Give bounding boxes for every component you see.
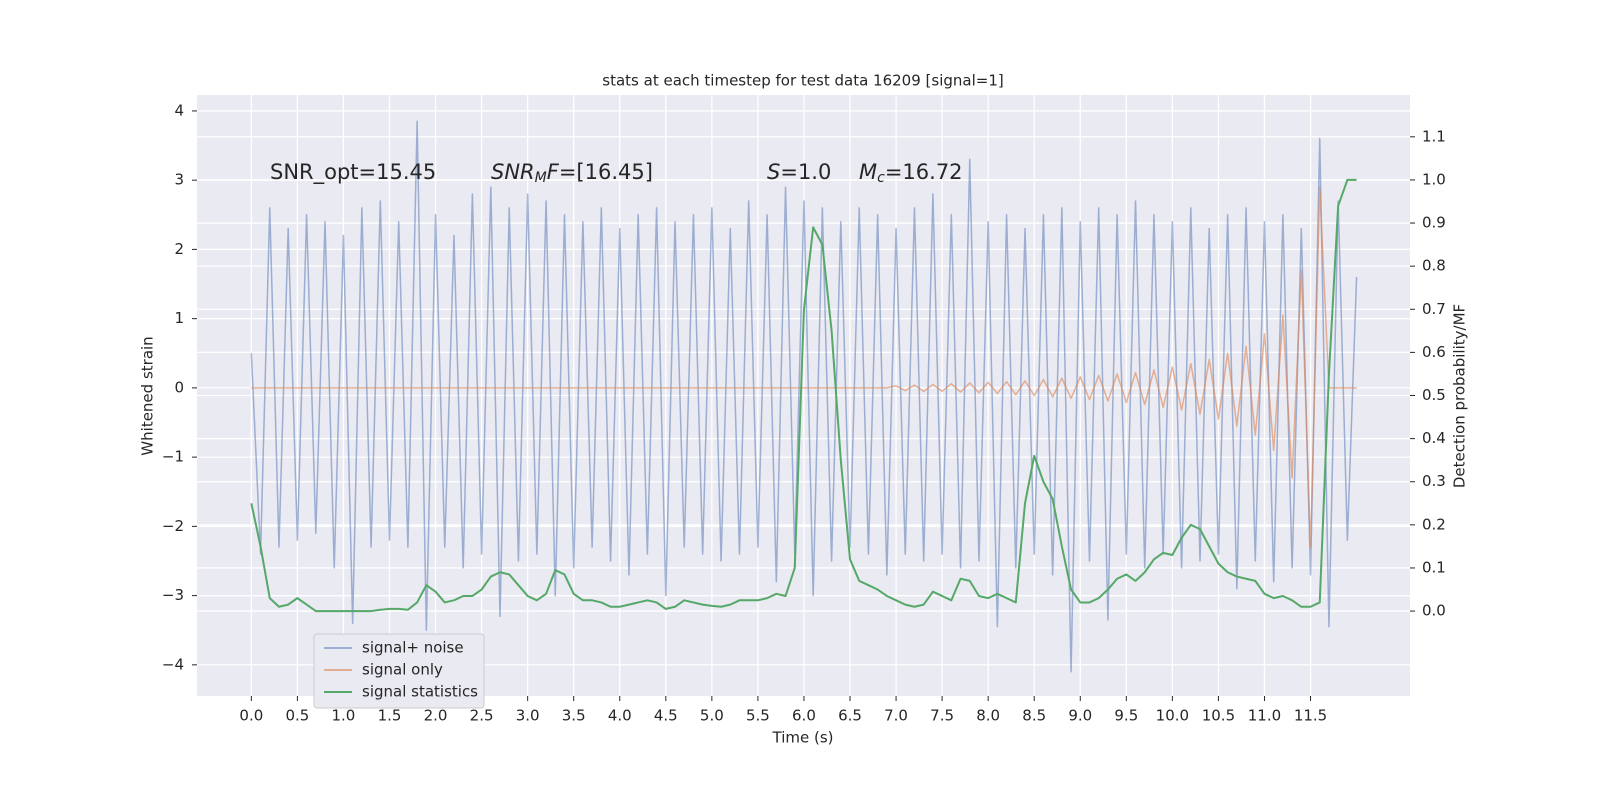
annotation-part: SNR <box>491 160 535 184</box>
y2-tick-label: 0.6 <box>1422 343 1446 361</box>
legend-label: signal only <box>362 661 443 679</box>
x-tick-label: 3.5 <box>562 707 586 725</box>
x-tick-label: 7.5 <box>930 707 954 725</box>
x-tick-label: 2.5 <box>470 707 494 725</box>
x-tick-label: 4.0 <box>608 707 632 725</box>
x-tick-label: 3.0 <box>516 707 540 725</box>
x-tick-label: 6.5 <box>838 707 862 725</box>
x-tick-label: 1.5 <box>378 707 402 725</box>
y2-tick-label: 0.7 <box>1422 300 1446 318</box>
x-tick-label: 8.5 <box>1022 707 1046 725</box>
x-tick-label: 2.0 <box>424 707 448 725</box>
y2-tick-label: 0.3 <box>1422 472 1446 490</box>
y-tick-label: 3 <box>174 171 184 189</box>
annotation-part: c <box>877 170 885 186</box>
x-tick-label: 10.0 <box>1156 707 1189 725</box>
y2-tick-label: 0.1 <box>1422 558 1446 576</box>
annotation-part: =1.0 <box>780 160 831 184</box>
annotation-part: M <box>535 170 547 186</box>
annotation-part: =[16.45] <box>559 160 653 184</box>
legend-label: signal+ noise <box>362 639 464 657</box>
x-tick-label: 4.5 <box>654 707 678 725</box>
annotation-part: =16.72 <box>885 160 963 184</box>
x-tick-label: 8.0 <box>976 707 1000 725</box>
chart-title: stats at each timestep for test data 162… <box>602 72 1003 90</box>
y-tick-label: 4 <box>174 101 184 119</box>
annotation-part: S <box>767 160 780 184</box>
x-tick-label: 6.0 <box>792 707 816 725</box>
x-tick-label: 5.5 <box>746 707 770 725</box>
legend-box <box>313 633 485 709</box>
x-tick-label: 10.5 <box>1202 707 1235 725</box>
series-line <box>251 186 1357 548</box>
annotation-part: SNR_opt=15.45 <box>270 160 436 185</box>
y2-tick-label: 1.0 <box>1422 170 1446 188</box>
x-tick-label: 0.5 <box>285 707 309 725</box>
annotation: S=1.0 <box>767 160 831 184</box>
y2-axis-label: Detection probability/MF <box>1451 304 1469 488</box>
y-tick-label: −4 <box>162 655 184 673</box>
x-tick-label: 11.0 <box>1248 707 1281 725</box>
annotation: Mc=16.72 <box>859 160 963 186</box>
y-tick-label: −3 <box>162 586 184 604</box>
x-tick-label: 9.0 <box>1068 707 1092 725</box>
y-axis-label: Whitened strain <box>139 336 157 455</box>
y2-tick-label: 1.1 <box>1422 127 1446 145</box>
series-line <box>250 120 1358 673</box>
x-tick-label: 5.0 <box>700 707 724 725</box>
y2-tick-label: 0.0 <box>1422 602 1446 620</box>
y-tick-label: −2 <box>162 517 184 535</box>
series-line <box>250 178 1357 613</box>
annotation-part: M <box>859 160 877 184</box>
x-tick-label: 0.0 <box>239 707 263 725</box>
y-tick-label: 0 <box>174 378 184 396</box>
legend-label: signal statistics <box>362 683 478 701</box>
y-tick-label: 2 <box>174 240 184 258</box>
annotation: SNRMF=[16.45] <box>491 160 653 186</box>
y2-tick-label: 0.8 <box>1422 257 1446 275</box>
x-tick-label: 9.5 <box>1114 707 1138 725</box>
y2-tick-label: 0.5 <box>1422 386 1446 404</box>
y2-tick-label: 0.4 <box>1422 429 1446 447</box>
x-tick-label: 11.5 <box>1294 707 1327 725</box>
y2-tick-label: 0.9 <box>1422 214 1446 232</box>
y-tick-label: 1 <box>174 309 184 327</box>
x-tick-label: 7.0 <box>884 707 908 725</box>
annotation: SNR_opt=15.45 <box>270 160 436 185</box>
x-tick-label: 1.0 <box>332 707 356 725</box>
y2-tick-label: 0.2 <box>1422 515 1446 533</box>
y-tick-label: −1 <box>162 448 184 466</box>
annotation-part: F <box>547 160 560 184</box>
x-axis-label: Time (s) <box>772 729 834 747</box>
